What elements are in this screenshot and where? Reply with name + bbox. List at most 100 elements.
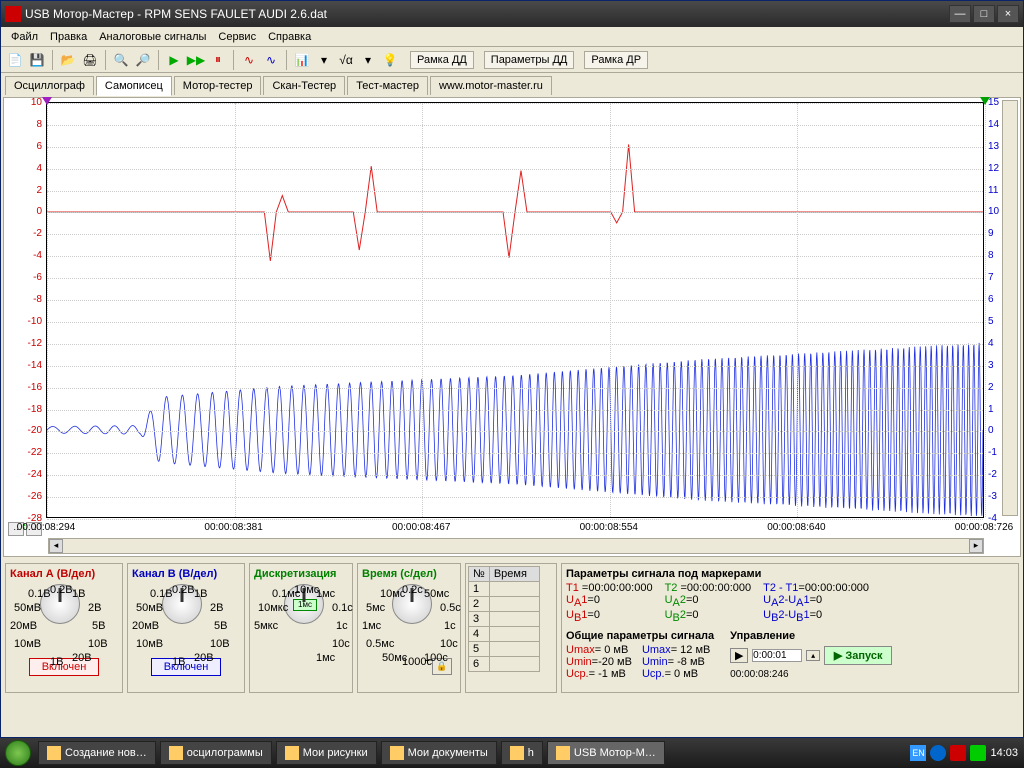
ua2-value: =0 xyxy=(686,594,699,606)
t1-value: =00:00:00:000 xyxy=(582,582,653,594)
controls-panel: Канал А (В/дел) 0.2B1B2B0.1B5B50мB10B20м… xyxy=(1,559,1023,697)
window-title: USB Мотор-Мастер - RPM SENS FAULET AUDI … xyxy=(25,7,947,21)
tray-icon-1[interactable] xyxy=(930,745,946,761)
waveform-svg xyxy=(47,103,983,517)
channel-a-knob[interactable]: 0.2B1B2B0.1B5B50мB10B20мB20B10мB1B xyxy=(10,584,110,656)
ub2-value: =0 xyxy=(686,609,699,621)
channel-a-title: Канал А (В/дел) xyxy=(10,568,118,580)
taskbar-item[interactable]: USB Мотор-М… xyxy=(547,741,665,765)
calc-icon[interactable]: 📊 xyxy=(292,50,312,70)
channel-b-knob[interactable]: 0.2B1B2B0.1B5B50мB10B20мB20B10мB1B xyxy=(132,584,232,656)
taskbar-item[interactable]: h xyxy=(501,741,543,765)
tab-scan-tester[interactable]: Скан-Тестер xyxy=(263,76,345,95)
frame-dr-button[interactable]: Рамка ДР xyxy=(584,51,648,69)
system-tray: EN 14:03 xyxy=(904,745,1024,761)
ua1-value: =0 xyxy=(587,594,600,606)
control-title: Управление xyxy=(730,630,892,642)
dd2-icon[interactable]: ▾ xyxy=(358,50,378,70)
print-icon[interactable]: 🖨 xyxy=(80,50,100,70)
toolbar: 📄 💾 📂 🖨 🔍 🔎 ▶ ▶▶ ⏸ ∿ ∿ 📊 ▾ √α ▾ 💡 Рамка … xyxy=(1,47,1023,73)
tray-icon-3[interactable] xyxy=(970,745,986,761)
ff-icon[interactable]: ▶▶ xyxy=(186,50,206,70)
start-button[interactable] xyxy=(0,738,36,768)
ub-diff: =0 xyxy=(810,609,823,621)
ub1-value: =0 xyxy=(587,609,600,621)
minimize-button[interactable]: — xyxy=(949,5,971,23)
play-icon[interactable]: ▶ xyxy=(164,50,184,70)
channel-b-panel: Канал В (В/дел) 0.2B1B2B0.1B5B50мB10B20м… xyxy=(127,563,245,693)
t2-value: =00:00:00:000 xyxy=(680,582,751,594)
play-button[interactable]: ▶ xyxy=(730,648,748,663)
zoomout-icon[interactable]: 🔎 xyxy=(133,50,153,70)
tab-recorder[interactable]: Самописец xyxy=(96,76,172,96)
tab-motor-tester[interactable]: Мотор-тестер xyxy=(174,76,262,95)
taskbar-item[interactable]: Создание нов… xyxy=(38,741,156,765)
start-orb-icon xyxy=(5,740,31,766)
tab-test-master[interactable]: Тест-мастер xyxy=(347,76,428,95)
app-icon xyxy=(5,6,21,22)
menu-analog[interactable]: Аналоговые сигналы xyxy=(93,29,212,45)
discretization-title: Дискретизация xyxy=(254,568,348,580)
menubar: Файл Правка Аналоговые сигналы Сервис Сп… xyxy=(1,27,1023,47)
scroll-right-icon[interactable]: ▸ xyxy=(969,539,983,553)
tab-website[interactable]: www.motor-master.ru xyxy=(430,76,552,95)
taskbar: Создание нов…осцилограммыМои рисункиМои … xyxy=(0,738,1024,768)
common-title: Общие параметры сигнала xyxy=(566,630,714,642)
h-scrollbar[interactable]: ◂ ▸ xyxy=(48,538,984,554)
wave2-icon[interactable]: ∿ xyxy=(261,50,281,70)
open-icon[interactable]: 📂 xyxy=(58,50,78,70)
t2t1-value: =00:00:00:000 xyxy=(798,582,869,594)
chart-plot[interactable] xyxy=(46,102,984,518)
close-button[interactable]: × xyxy=(997,5,1019,23)
titlebar[interactable]: USB Мотор-Мастер - RPM SENS FAULET AUDI … xyxy=(1,1,1023,27)
taskbar-item[interactable]: осцилограммы xyxy=(160,741,272,765)
params-dd-button[interactable]: Параметры ДД xyxy=(484,51,575,69)
time-total: 00:00:08:246 xyxy=(730,669,892,680)
umax-a: = 0 мВ xyxy=(595,644,629,656)
pause-icon[interactable]: ⏸ xyxy=(208,50,228,70)
wave1-icon[interactable]: ∿ xyxy=(239,50,259,70)
tray-icon-2[interactable] xyxy=(950,745,966,761)
scroll-left-icon[interactable]: ◂ xyxy=(49,539,63,553)
run-button[interactable]: ▶ Запуск xyxy=(824,646,892,665)
umin-b: = -8 мВ xyxy=(668,656,705,668)
taskbar-item[interactable]: Мои документы xyxy=(381,741,497,765)
time-input[interactable] xyxy=(752,649,802,662)
save-icon[interactable]: 💾 xyxy=(27,50,47,70)
channel-a-panel: Канал А (В/дел) 0.2B1B2B0.1B5B50мB10B20м… xyxy=(5,563,123,693)
ucp-b: = 0 мВ xyxy=(665,668,699,680)
frame-dd-button[interactable]: Рамка ДД xyxy=(410,51,474,69)
clock[interactable]: 14:03 xyxy=(990,747,1018,759)
tabs: Осциллограф Самописец Мотор-тестер Скан-… xyxy=(1,73,1023,95)
signal-params-panel: Параметры сигнала под маркерами T1 =00:0… xyxy=(561,563,1019,693)
menu-file[interactable]: Файл xyxy=(5,29,44,45)
lang-indicator[interactable]: EN xyxy=(910,745,926,761)
new-icon[interactable]: 📄 xyxy=(5,50,25,70)
disc-value: 1мс xyxy=(293,599,317,611)
time-up[interactable]: ▴ xyxy=(806,650,820,661)
params-title: Параметры сигнала под маркерами xyxy=(566,568,1014,580)
ucp-a: = -1 мВ xyxy=(589,668,626,680)
umax-b: = 12 мВ xyxy=(671,644,711,656)
bulb-icon[interactable]: 💡 xyxy=(380,50,400,70)
dd-icon[interactable]: ▾ xyxy=(314,50,334,70)
taskbar-item[interactable]: Мои рисунки xyxy=(276,741,377,765)
time-title: Время (с/дел) xyxy=(362,568,456,580)
main-window: USB Мотор-Мастер - RPM SENS FAULET AUDI … xyxy=(0,0,1024,738)
ua-diff: =0 xyxy=(810,594,823,606)
discretization-panel: Дискретизация 1мс 10мс1мс0.1с0.1мс1с10мк… xyxy=(249,563,353,693)
discretization-knob[interactable]: 1мс 10мс1мс0.1с0.1мс1с10мкс10с5мкс1мс xyxy=(254,584,354,656)
menu-help[interactable]: Справка xyxy=(262,29,317,45)
zoom-icon[interactable]: 🔍 xyxy=(111,50,131,70)
umin-a: =-20 мВ xyxy=(592,656,632,668)
chart-area: Время ‥ ‥ ◂ ▸ 1086420-2-4-6-8-10-12-14-1… xyxy=(3,97,1021,557)
marker-table-panel: №Время123456 xyxy=(465,563,557,693)
marker-table: №Время123456 xyxy=(468,566,540,672)
tab-oscillograph[interactable]: Осциллограф xyxy=(5,76,94,95)
sqrt-icon[interactable]: √α xyxy=(336,50,356,70)
channel-b-title: Канал В (В/дел) xyxy=(132,568,240,580)
menu-service[interactable]: Сервис xyxy=(212,29,262,45)
maximize-button[interactable]: □ xyxy=(973,5,995,23)
menu-edit[interactable]: Правка xyxy=(44,29,93,45)
time-knob[interactable]: 0.2с50мс0.5с10мс1с5мс10с1мс100с0.5мс1000… xyxy=(362,584,462,656)
